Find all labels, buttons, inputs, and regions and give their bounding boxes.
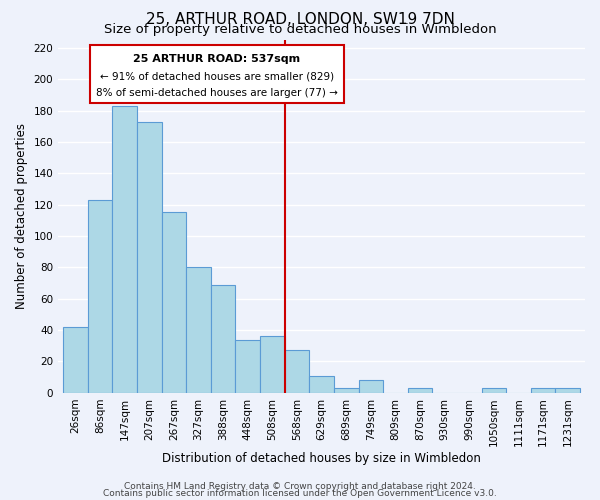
Bar: [556, 388, 580, 393]
Bar: [359, 380, 383, 393]
Bar: [235, 340, 260, 393]
Bar: [186, 268, 211, 393]
Text: 25 ARTHUR ROAD: 537sqm: 25 ARTHUR ROAD: 537sqm: [133, 54, 301, 64]
Bar: [334, 388, 359, 393]
Bar: [211, 284, 235, 393]
Text: Contains HM Land Registry data © Crown copyright and database right 2024.: Contains HM Land Registry data © Crown c…: [124, 482, 476, 491]
Bar: [161, 212, 186, 393]
Bar: [112, 106, 137, 393]
Bar: [63, 327, 88, 393]
FancyBboxPatch shape: [90, 44, 344, 102]
Bar: [408, 388, 433, 393]
Text: ← 91% of detached houses are smaller (829): ← 91% of detached houses are smaller (82…: [100, 71, 334, 81]
Bar: [137, 122, 161, 393]
Text: 8% of semi-detached houses are larger (77) →: 8% of semi-detached houses are larger (7…: [96, 88, 338, 99]
Bar: [309, 376, 334, 393]
Bar: [260, 336, 284, 393]
Text: Contains public sector information licensed under the Open Government Licence v3: Contains public sector information licen…: [103, 488, 497, 498]
Y-axis label: Number of detached properties: Number of detached properties: [15, 124, 28, 310]
Text: Size of property relative to detached houses in Wimbledon: Size of property relative to detached ho…: [104, 22, 496, 36]
X-axis label: Distribution of detached houses by size in Wimbledon: Distribution of detached houses by size …: [162, 452, 481, 465]
Bar: [284, 350, 309, 393]
Bar: [88, 200, 112, 393]
Bar: [482, 388, 506, 393]
Text: 25, ARTHUR ROAD, LONDON, SW19 7DN: 25, ARTHUR ROAD, LONDON, SW19 7DN: [146, 12, 454, 28]
Bar: [531, 388, 556, 393]
